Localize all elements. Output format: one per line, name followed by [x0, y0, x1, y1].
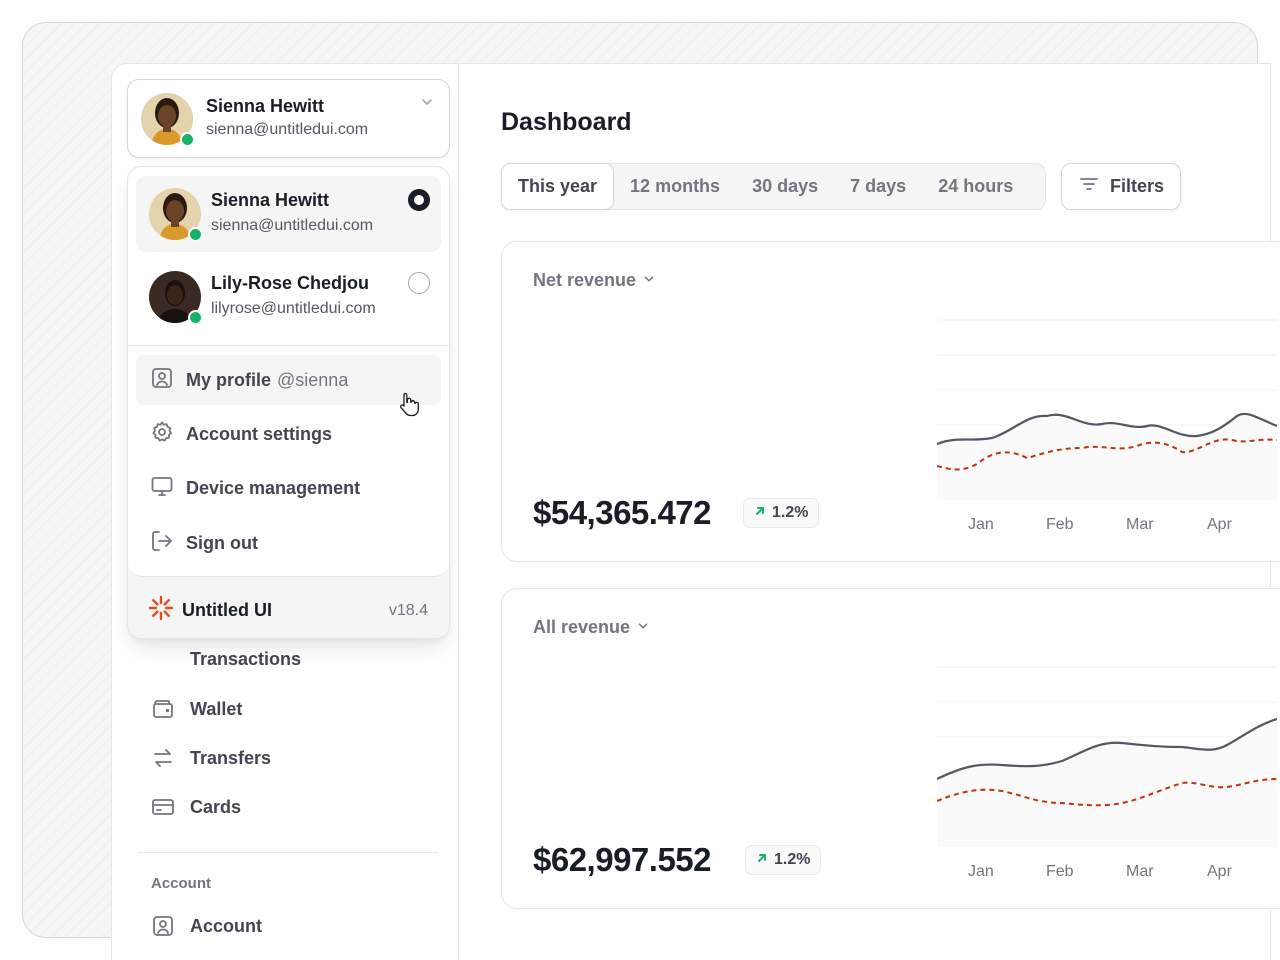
all-revenue-value: $62,997.552: [533, 841, 712, 878]
change-value: 1.2%: [772, 504, 809, 521]
sidebar-item-transactions[interactable]: Transactions: [190, 649, 302, 669]
avatar: [141, 93, 195, 147]
monitor-icon: [150, 474, 174, 503]
sidebar-item-label: Account: [190, 915, 262, 936]
hand-pointer-cursor-icon: [398, 391, 420, 422]
dropdown-panel: Sienna Hewitt sienna@untitledui.com Lily…: [128, 167, 449, 577]
all-revenue-card: All revenue Jan Feb Mar Apr $62,997.552 …: [501, 588, 1280, 909]
sidebar-item-label: Cards: [190, 796, 242, 817]
sidebar-item-cards[interactable]: Cards: [150, 794, 241, 820]
account-option-lily-rose[interactable]: Lily-Rose Chedjou lilyrose@untitledui.co…: [136, 259, 441, 335]
account-radio-selected[interactable]: [408, 189, 430, 211]
filter-lines-icon: [1078, 173, 1100, 200]
menu-item-label: My profile: [186, 369, 272, 390]
card-label: Net revenue: [533, 270, 637, 290]
tab-12-months[interactable]: 12 months: [630, 176, 721, 196]
chevron-down-icon: [636, 617, 650, 638]
x-axis-label: Mar: [1126, 516, 1154, 533]
untitled-ui-logo-icon: [148, 595, 174, 626]
menu-item-label: Device management: [186, 477, 361, 498]
menu-item-sign-out[interactable]: Sign out: [136, 518, 441, 568]
sidebar-item-label: Wallet: [190, 698, 243, 719]
menu-item-label: Account settings: [186, 423, 333, 444]
avatar: [149, 271, 203, 325]
account-option-sienna[interactable]: Sienna Hewitt sienna@untitledui.com: [136, 176, 441, 252]
transfer-arrows-icon: [150, 745, 176, 771]
change-badge: 1.2%: [743, 498, 820, 528]
profile-email: sienna@untitledui.com: [206, 121, 369, 138]
x-axis-label: Apr: [1207, 516, 1232, 533]
x-axis-label: Jan: [968, 863, 994, 880]
sidebar-item-wallet[interactable]: Wallet: [150, 696, 242, 722]
tab-24-hours[interactable]: 24 hours: [938, 176, 1014, 196]
profile-handle: @sienna: [277, 369, 349, 390]
menu-divider: [128, 345, 449, 346]
menu-item-account-settings[interactable]: Account settings: [136, 409, 441, 459]
log-out-icon: [150, 529, 174, 558]
profile-switcher[interactable]: Sienna Hewitt sienna@untitledui.com: [127, 79, 450, 158]
version-label: v18.4: [388, 601, 428, 619]
brand-name: Untitled UI: [182, 600, 272, 620]
account-email: sienna@untitledui.com: [211, 217, 374, 234]
gear-icon: [150, 420, 174, 449]
chevron-down-icon: [642, 270, 656, 291]
arrow-up-right-icon: [756, 851, 768, 869]
user-square-icon: [150, 366, 174, 395]
sidebar-section-account: Account: [151, 875, 211, 892]
tab-7-days[interactable]: 7 days: [850, 176, 907, 196]
account-dropdown-menu: Sienna Hewitt sienna@untitledui.com Lily…: [127, 166, 450, 639]
dropdown-footer: Untitled UI v18.4: [148, 595, 428, 626]
chevron-down-icon[interactable]: [419, 94, 435, 115]
x-axis-label: Jan: [968, 516, 994, 533]
sidebar-item-label: Transfers: [190, 747, 272, 768]
change-value: 1.2%: [774, 851, 811, 868]
x-axis-label: Mar: [1126, 863, 1154, 880]
filters-button[interactable]: Filters: [1061, 163, 1181, 210]
account-radio-unselected[interactable]: [408, 272, 430, 294]
x-axis-label: Feb: [1046, 516, 1074, 533]
avatar: [149, 188, 203, 242]
net-revenue-line-chart: [937, 319, 1277, 500]
account-email: lilyrose@untitledui.com: [211, 300, 376, 317]
menu-item-device-management[interactable]: Device management: [136, 463, 441, 513]
date-range-tabs: This year 12 months 30 days 7 days 24 ho…: [501, 163, 1046, 210]
brand: Untitled UI: [148, 595, 272, 626]
user-square-icon: [150, 913, 176, 939]
tab-this-year[interactable]: This year: [501, 163, 615, 210]
menu-item-my-profile[interactable]: My profile @sienna: [136, 355, 441, 405]
menu-item-label: Sign out: [186, 532, 258, 553]
net-revenue-card: Net revenue Jan Feb Mar Apr $54,365.472 …: [501, 241, 1280, 562]
sidebar-item-transfers[interactable]: Transfers: [150, 745, 271, 771]
all-revenue-line-chart: [937, 666, 1277, 847]
page-title: Dashboard: [501, 108, 632, 136]
x-axis-label: Feb: [1046, 863, 1074, 880]
arrow-up-right-icon: [754, 504, 766, 522]
card-metric-selector[interactable]: Net revenue: [533, 270, 656, 291]
online-status-dot: [188, 227, 203, 242]
online-status-dot: [188, 310, 203, 325]
wallet-icon: [150, 696, 176, 722]
account-name: Lily-Rose Chedjou: [211, 273, 370, 293]
profile-name: Sienna Hewitt: [206, 96, 325, 116]
account-name: Sienna Hewitt: [211, 190, 330, 210]
online-status-dot: [180, 132, 195, 147]
credit-card-icon: [150, 794, 176, 820]
card-label: All revenue: [533, 617, 631, 637]
change-badge: 1.2%: [745, 845, 822, 875]
sidebar-divider: [138, 852, 438, 853]
sidebar-item-account[interactable]: Account: [150, 913, 262, 939]
filters-label: Filters: [1109, 176, 1165, 196]
x-axis-label: Apr: [1207, 863, 1232, 880]
card-metric-selector[interactable]: All revenue: [533, 617, 650, 638]
tab-30-days[interactable]: 30 days: [752, 176, 819, 196]
net-revenue-value: $54,365.472: [533, 494, 712, 531]
